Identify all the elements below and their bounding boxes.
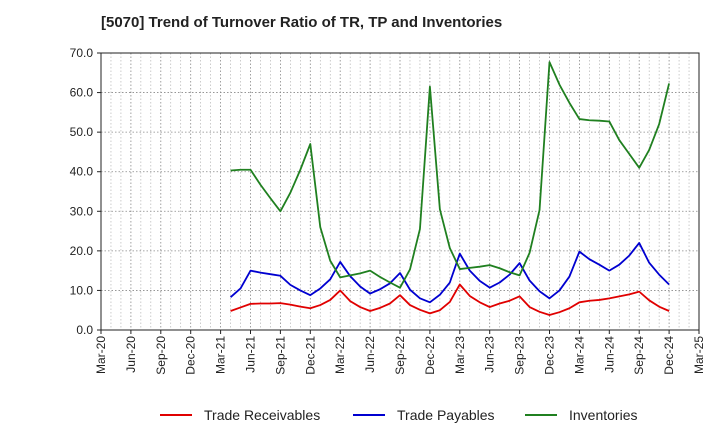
x-tick-label: Jun-22 — [363, 336, 377, 373]
x-tick-label: Mar-23 — [453, 336, 467, 374]
x-tick-label: Sep-20 — [154, 336, 168, 375]
x-tick-label: Dec-23 — [543, 336, 557, 375]
x-tick-label: Dec-24 — [662, 336, 676, 375]
y-tick-label: 0.0 — [76, 323, 93, 337]
chart-title: [5070] Trend of Turnover Ratio of TR, TP… — [101, 14, 503, 31]
x-tick-label: Mar-20 — [94, 336, 108, 374]
x-tick-label: Dec-22 — [423, 336, 437, 375]
x-tick-label: Sep-21 — [273, 336, 287, 375]
series-line-trade-receivables — [230, 283, 670, 316]
y-tick-label: 10.0 — [70, 283, 94, 297]
x-tick-label: Jun-24 — [602, 336, 616, 373]
x-tick-label: Mar-21 — [214, 336, 228, 374]
x-axis: Mar-20 Jun-20 Sep-20 Dec-20 Mar-21 Jun-21 Sep-… — [94, 330, 706, 375]
y-tick-label: 70.0 — [70, 46, 94, 60]
x-tick-label: Dec-21 — [303, 336, 317, 375]
legend-label-trade-receivables: Trade Receivables — [204, 407, 320, 423]
x-tick-label: Sep-22 — [393, 336, 407, 375]
x-tick-label: Dec-20 — [184, 336, 198, 375]
legend-label-inventories: Inventories — [569, 407, 637, 423]
x-tick-label: Jun-20 — [124, 336, 138, 373]
y-tick-label: 60.0 — [70, 86, 94, 100]
x-tick-label: Mar-24 — [572, 336, 586, 374]
legend-label-trade-payables: Trade Payables — [397, 407, 495, 423]
x-tick-label: Sep-23 — [513, 336, 527, 375]
y-tick-label: 30.0 — [70, 204, 94, 218]
series-line-trade-payables — [229, 242, 670, 304]
y-axis: 0.0 10.0 20.0 30.0 40.0 50.0 60.0 70.0 — [70, 46, 101, 337]
x-tick-label: Sep-24 — [632, 336, 646, 375]
x-tick-label: Jun-21 — [244, 336, 258, 373]
x-tick-label: Mar-25 — [692, 336, 706, 374]
grid-lines — [101, 53, 699, 330]
y-tick-label: 50.0 — [70, 125, 94, 139]
legend: Trade Receivables Trade Payables Inventori… — [160, 407, 637, 423]
x-tick-label: Mar-22 — [333, 336, 347, 374]
y-tick-label: 40.0 — [70, 165, 94, 179]
series-lines — [229, 61, 670, 316]
series-line-inventories — [230, 61, 670, 289]
y-tick-label: 20.0 — [70, 244, 94, 258]
x-tick-label: Jun-23 — [483, 336, 497, 373]
